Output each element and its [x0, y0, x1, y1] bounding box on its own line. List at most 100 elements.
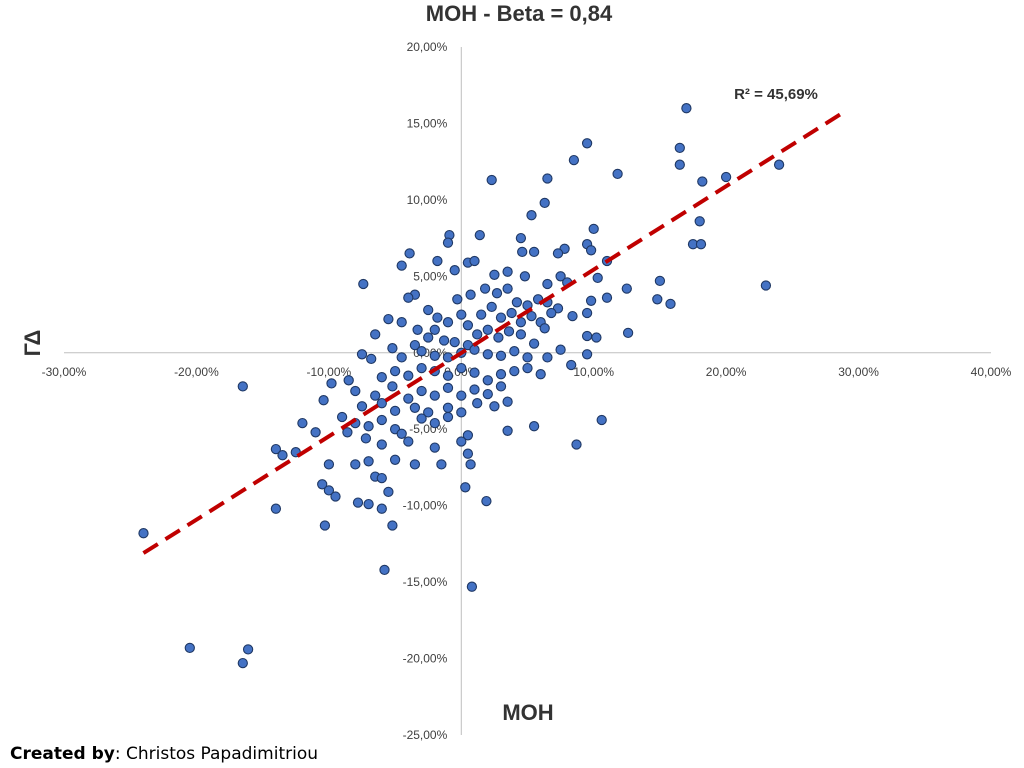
data-point — [370, 329, 381, 340]
data-point — [184, 642, 195, 654]
data-point — [502, 266, 513, 277]
data-point — [352, 497, 364, 508]
trendline — [142, 109, 847, 555]
data-point — [376, 398, 387, 409]
data-point — [318, 395, 329, 406]
data-point — [242, 644, 254, 655]
data-point — [592, 272, 603, 284]
data-point — [396, 428, 407, 439]
data-point — [396, 317, 407, 328]
created-by-label: Created by — [10, 744, 115, 764]
data-point — [535, 369, 546, 380]
y-tick-label: -10,00% — [403, 499, 448, 513]
data-point — [350, 385, 361, 397]
data-point — [515, 317, 527, 328]
x-tick-labels: -30,00%-20,00%-10,00%0,00%10,00%20,00%30… — [42, 365, 1012, 379]
data-point — [493, 332, 504, 343]
data-point — [462, 320, 474, 331]
data-point — [585, 295, 597, 306]
data-point — [370, 390, 381, 401]
axes — [64, 47, 991, 735]
chart-title: MOH - Beta = 0,84 — [426, 1, 613, 26]
x-tick-label: 10,00% — [573, 365, 614, 379]
data-point — [432, 312, 443, 323]
data-point — [552, 248, 564, 259]
data-point — [376, 503, 387, 514]
data-point — [442, 370, 454, 381]
data-point — [396, 260, 407, 271]
x-tick-label: -20,00% — [174, 365, 219, 379]
data-point — [652, 294, 663, 305]
data-point — [528, 246, 540, 258]
data-point — [376, 414, 387, 426]
data-point — [366, 353, 377, 365]
data-point — [674, 159, 685, 170]
data-point — [515, 232, 527, 244]
data-point — [486, 174, 497, 186]
data-point — [502, 283, 513, 294]
data-point — [511, 297, 523, 308]
data-point — [567, 310, 578, 322]
data-point — [336, 411, 348, 423]
data-point — [622, 327, 634, 339]
data-point — [539, 197, 550, 209]
data-point — [387, 343, 398, 354]
y-tick-label: 15,00% — [407, 116, 448, 130]
r-squared-annotation: R² = 45,69% — [734, 86, 818, 103]
y-tick-label: -25,00% — [403, 728, 448, 742]
data-point — [528, 338, 540, 349]
data-point — [539, 323, 550, 334]
data-point — [502, 396, 513, 407]
data-point — [396, 352, 407, 363]
data-point — [449, 265, 460, 276]
data-point — [456, 436, 467, 447]
data-point — [429, 417, 440, 429]
data-point — [358, 278, 369, 290]
data-point — [474, 229, 485, 241]
data-point — [491, 288, 503, 299]
data-point — [495, 312, 507, 323]
data-point — [522, 362, 533, 374]
data-point — [495, 381, 507, 392]
data-point — [460, 482, 471, 493]
data-point — [449, 336, 460, 348]
data-point — [509, 365, 520, 377]
data-point — [555, 271, 566, 282]
data-point — [515, 329, 527, 340]
data-point — [495, 350, 507, 361]
data-point — [363, 498, 374, 510]
data-point — [442, 402, 454, 413]
data-point — [581, 349, 593, 360]
data-point — [612, 168, 623, 180]
data-point — [416, 385, 427, 397]
data-point — [376, 372, 387, 383]
data-point — [519, 271, 531, 282]
data-point — [403, 436, 414, 447]
data-point — [330, 491, 341, 502]
data-point — [403, 292, 414, 303]
data-point — [404, 248, 415, 259]
data-point — [409, 339, 421, 351]
data-point — [376, 472, 387, 484]
data-point — [469, 367, 480, 378]
data-point — [495, 369, 507, 380]
data-point — [237, 657, 248, 669]
data-point — [438, 335, 450, 346]
data-point — [356, 401, 368, 412]
y-tick-label: -5,00% — [409, 422, 447, 436]
data-point — [379, 564, 390, 576]
data-point — [360, 433, 372, 444]
data-point — [412, 324, 423, 335]
data-point — [389, 405, 401, 417]
data-point — [482, 349, 493, 360]
data-point — [542, 352, 553, 363]
data-point — [466, 581, 478, 592]
data-point — [681, 103, 692, 114]
data-point — [596, 414, 607, 426]
data-point — [452, 294, 463, 305]
data-point — [542, 278, 553, 290]
data-point — [363, 421, 374, 432]
data-point — [389, 454, 401, 465]
data-point — [674, 142, 685, 154]
data-point — [654, 275, 666, 287]
